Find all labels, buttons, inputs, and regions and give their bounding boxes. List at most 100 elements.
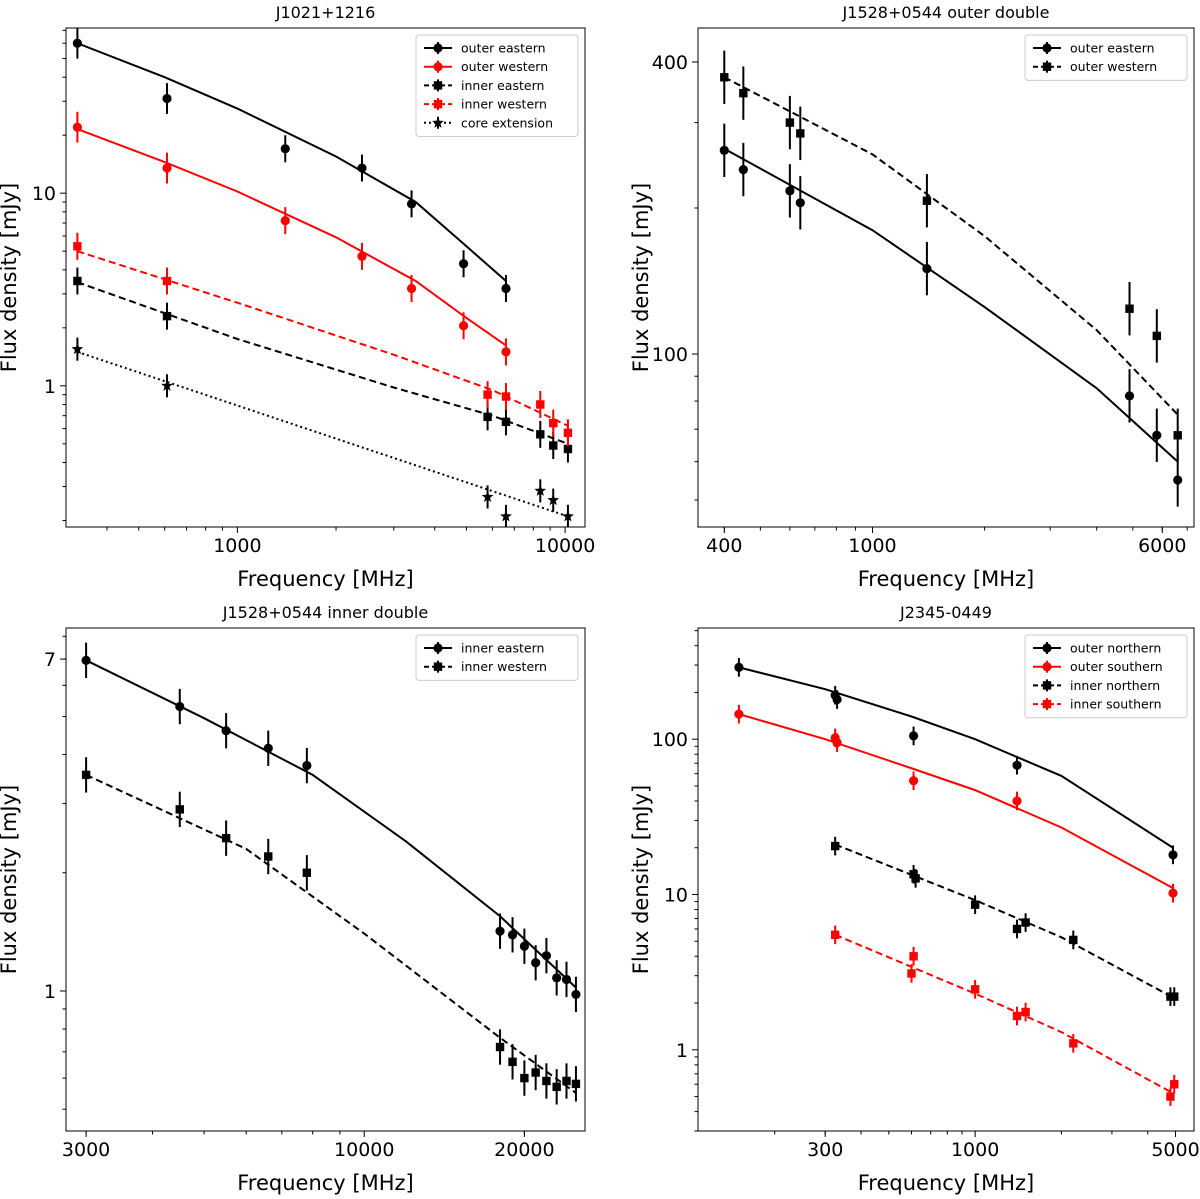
data-point <box>1125 304 1134 313</box>
legend-label: inner southern <box>1070 697 1162 712</box>
axes-frame <box>65 27 586 528</box>
data-point <box>739 88 748 98</box>
data-point <box>1012 796 1022 806</box>
fit-line <box>834 843 1175 1000</box>
legend-label: core extension <box>461 115 553 130</box>
series-inner-western <box>73 232 573 447</box>
data-point <box>785 118 795 127</box>
legend-marker <box>1042 62 1052 71</box>
series-inner-northern <box>830 836 1179 1006</box>
legend-label: outer southern <box>1070 659 1163 674</box>
data-point <box>922 196 932 205</box>
legend-marker <box>433 62 443 72</box>
chart-panel-2: J1528+0544 inner double 3000 10000 20000 1 7 F… <box>0 603 586 1195</box>
data-point <box>542 1076 551 1086</box>
x-axis-label: Frequency [MHz] <box>237 1171 413 1195</box>
data-point <box>161 379 173 391</box>
data-point <box>1069 1039 1078 1048</box>
fit-line <box>77 281 569 445</box>
data-point <box>534 484 547 496</box>
data-point <box>1173 431 1182 440</box>
data-point <box>571 989 581 1000</box>
y-tick-label: 7 <box>44 649 56 671</box>
data-point <box>785 186 795 196</box>
data-point <box>162 311 172 321</box>
axes-frame <box>697 27 1195 528</box>
legend-label: outer northern <box>1070 641 1161 656</box>
data-point <box>536 400 545 409</box>
series-outer-eastern <box>719 123 1183 507</box>
data-point <box>495 1042 505 1052</box>
data-point <box>458 259 469 269</box>
data-point <box>1152 331 1161 341</box>
legend: outer eastern outer western <box>1024 34 1188 81</box>
data-point <box>501 417 511 427</box>
x-tick-label: 6000 <box>1138 535 1186 557</box>
data-point <box>483 412 492 422</box>
data-point <box>458 321 469 331</box>
y-tick-label: 100 <box>652 344 688 366</box>
chart-panel-0: J1021+1216 1000 10000 1 10 Frequency [MHz] Flu… <box>0 3 595 591</box>
x-tick-label: 5000 <box>1151 1139 1199 1161</box>
x-tick-label: 10000 <box>334 1139 394 1161</box>
data-point <box>970 985 980 994</box>
y-tick-label: 10 <box>32 183 56 205</box>
data-point <box>1021 918 1030 927</box>
data-point <box>357 163 367 173</box>
data-point <box>264 852 273 861</box>
data-point <box>720 73 729 82</box>
data-point <box>1173 475 1183 485</box>
x-tick-label: 400 <box>706 535 742 557</box>
data-point <box>909 952 918 961</box>
chart-panel-3: J2345-0449 300 1000 5000 1 10 100 Frequency [MH… <box>629 603 1200 1195</box>
fit-line <box>85 659 577 989</box>
data-point <box>1168 888 1178 898</box>
x-axis-label: Frequency [MHz] <box>858 567 1034 591</box>
data-point <box>357 251 367 261</box>
legend-label: outer western <box>1070 59 1157 74</box>
x-axis-label: Frequency [MHz] <box>858 1171 1034 1195</box>
legend-marker <box>433 43 443 53</box>
data-point <box>302 868 312 877</box>
data-point <box>1152 430 1162 440</box>
data-point <box>520 1073 529 1083</box>
chart-title: J2345-0449 <box>899 603 992 622</box>
data-point <box>406 283 417 294</box>
data-point <box>280 216 290 226</box>
data-point <box>563 444 573 454</box>
fit-line <box>738 713 1174 889</box>
data-point <box>1021 1007 1030 1017</box>
data-point <box>536 430 545 439</box>
data-point <box>495 926 505 936</box>
legend: outer northern outer southern inner northe… <box>1024 634 1188 719</box>
data-point <box>561 974 572 985</box>
legend-marker <box>433 662 443 671</box>
data-point <box>81 770 91 780</box>
plot-area <box>71 28 574 527</box>
data-point <box>302 760 312 771</box>
axes-frame <box>65 627 586 1132</box>
legend: inner eastern inner western <box>415 634 579 681</box>
data-point <box>508 1057 517 1067</box>
data-point <box>162 93 172 104</box>
legend-label: inner eastern <box>461 78 544 93</box>
data-point <box>519 941 529 951</box>
data-point <box>406 199 417 209</box>
series-inner-western <box>81 757 581 1105</box>
fit-line <box>77 42 507 282</box>
series-outer-western <box>720 50 1182 462</box>
data-point <box>1012 1011 1022 1021</box>
data-point <box>907 969 916 978</box>
data-point <box>908 776 919 786</box>
data-point <box>796 129 805 138</box>
fit-line <box>77 250 569 427</box>
y-tick-label: 100 <box>652 729 688 751</box>
data-point <box>1170 1080 1179 1089</box>
series-outer-southern <box>734 704 1178 903</box>
x-axis-label: Frequency [MHz] <box>237 567 413 591</box>
chart-title: J1528+0544 outer double <box>842 3 1050 22</box>
data-point <box>549 418 558 428</box>
x-tick-label: 1000 <box>951 1139 999 1161</box>
data-point <box>922 264 932 274</box>
